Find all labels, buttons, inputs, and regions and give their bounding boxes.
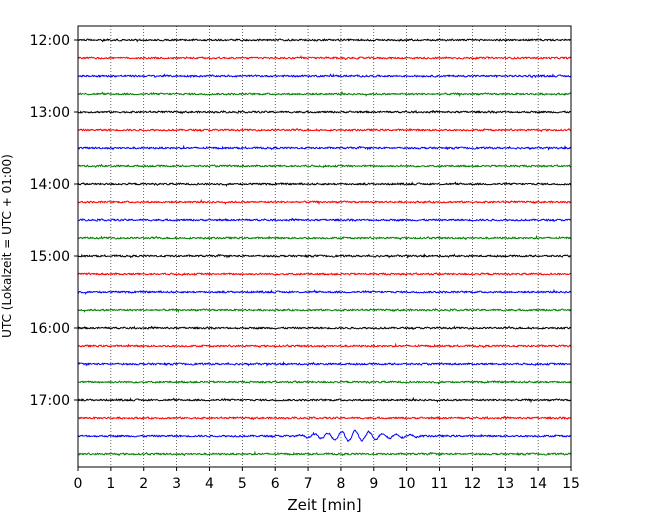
seismogram-trace [77, 90, 572, 98]
seismogram-trace [77, 396, 572, 404]
y-tick-label: 17:00 [30, 393, 70, 409]
seismogram-trace [77, 217, 572, 222]
seismogram-trace [77, 54, 572, 61]
y-axis: 12:00 13:00 14:00 15:00 16:00 17:00 [30, 33, 78, 409]
y-tick-label: 12:00 [30, 33, 70, 49]
x-axis: 0 1 2 3 4 5 6 7 8 9 10 11 12 13 14 15 [74, 467, 580, 492]
seismogram-trace [77, 109, 572, 115]
x-tick-label: 6 [271, 476, 280, 492]
seismogram-trace [77, 360, 572, 367]
y-tick-label: 14:00 [30, 177, 70, 193]
seismogram-trace [77, 127, 572, 133]
seismogram-trace [77, 450, 572, 457]
seismogram-trace [77, 325, 572, 330]
x-tick-label: 2 [139, 476, 148, 492]
seismogram-trace [77, 307, 572, 314]
seismogram-trace [77, 380, 572, 385]
seismogram-trace [77, 252, 572, 259]
seismogram-trace [77, 73, 572, 79]
x-tick-label: 7 [304, 476, 313, 492]
y-tick-label: 13:00 [30, 105, 70, 121]
seismogram-trace [77, 181, 572, 187]
seismogram-trace [77, 144, 572, 151]
y-tick-label: 15:00 [30, 249, 70, 265]
seismogram-trace [77, 342, 572, 349]
seismogram-trace [77, 234, 572, 241]
x-axis-title: Zeit [min] [287, 496, 361, 514]
x-tick-label: 5 [238, 476, 247, 492]
x-tick-label: 4 [205, 476, 214, 492]
x-tick-label: 11 [431, 476, 449, 492]
x-tick-label: 8 [336, 476, 345, 492]
seismogram-trace [77, 288, 572, 295]
x-tick-label: 15 [562, 476, 580, 492]
seismogram-trace [77, 272, 572, 276]
x-tick-label: 10 [398, 476, 416, 492]
seismogram-trace [77, 163, 572, 168]
x-tick-label: 1 [106, 476, 115, 492]
y-axis-title: UTC (Lokalzeit = UTC + 01:00) [0, 154, 14, 338]
grid-lines [110, 26, 539, 467]
seismogram-trace [77, 38, 572, 43]
x-tick-label: 3 [172, 476, 181, 492]
seismogram-trace [77, 415, 572, 421]
x-tick-label: 0 [74, 476, 83, 492]
plot-frame [77, 25, 572, 468]
x-tick-label: 13 [496, 476, 514, 492]
x-tick-label: 9 [369, 476, 378, 492]
x-tick-label: 14 [529, 476, 547, 492]
seismogram-trace [77, 429, 572, 443]
x-tick-label: 12 [463, 476, 481, 492]
seismogram-traces [77, 38, 572, 457]
y-tick-label: 16:00 [30, 321, 70, 337]
seismogram-trace [77, 198, 572, 206]
